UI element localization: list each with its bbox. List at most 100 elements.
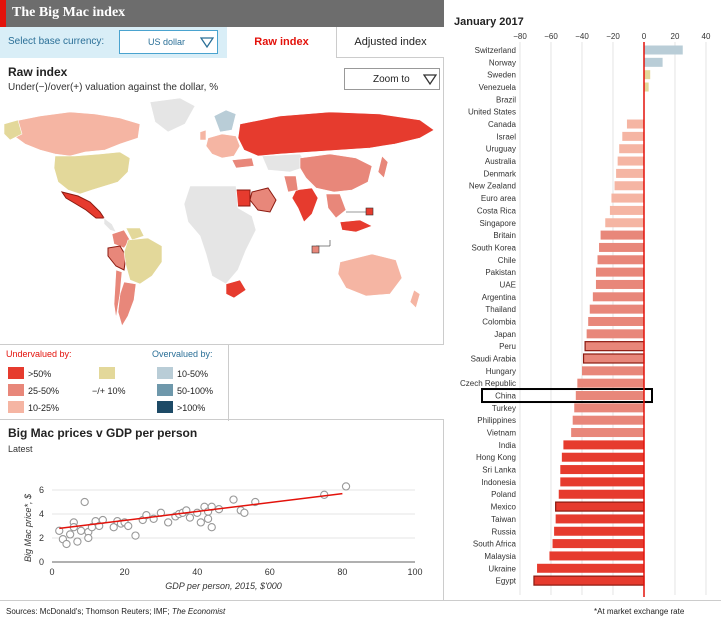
bar-argentina: [592, 292, 644, 302]
page-title: The Big Mac index: [12, 5, 126, 20]
scatter-panel: Big Mac prices v GDP per person Latest 0…: [0, 420, 444, 600]
map-region-egypt: [235, 189, 251, 207]
scatter-ytick-label: 6: [39, 485, 44, 495]
sources-economist: The Economist: [171, 607, 226, 616]
bar-xtick-label: −80: [513, 32, 527, 41]
legend: Undervalued by: Overvalued by: >50% 25-5…: [0, 344, 444, 421]
scatter-point: [164, 518, 173, 527]
bar-label-hungary: Hungary: [486, 367, 516, 376]
bar-australia: [617, 156, 644, 166]
legend-label-gt100: >100%: [177, 403, 206, 413]
bar-xtick-label: −20: [606, 32, 620, 41]
scatter-point: [73, 537, 82, 546]
scatter-point: [84, 533, 93, 543]
world-map[interactable]: [0, 94, 444, 344]
zoom-label: Zoom to: [373, 74, 410, 85]
scatter-xtick-label: 100: [407, 567, 422, 577]
scatter-point: [124, 521, 133, 531]
scatter-point: [109, 523, 118, 532]
map-region-europe: [205, 133, 241, 159]
scatter-xtick-label: 40: [192, 567, 202, 577]
bar-label-switzerland: Switzerland: [475, 46, 516, 55]
bar-label-brazil: Brazil: [496, 95, 516, 104]
bar-sweden: [644, 70, 651, 80]
bar-label-argentina: Argentina: [482, 293, 517, 302]
scatter-xtick-label: 20: [120, 567, 130, 577]
bar-label-euro-area: Euro area: [481, 194, 517, 203]
bar-colombia: [588, 316, 644, 326]
bar-label-turkey: Turkey: [492, 404, 516, 413]
bar-label-sweden: Sweden: [487, 71, 516, 80]
bar-israel: [622, 131, 644, 141]
zoom-select[interactable]: Zoom to: [344, 68, 440, 90]
bar-label-india: India: [499, 441, 517, 450]
legend-divider: [228, 345, 229, 421]
bar-label-south-korea: South Korea: [472, 243, 517, 252]
bar-britain: [600, 230, 644, 240]
bar-uae: [595, 279, 644, 289]
bar-canada: [626, 119, 644, 129]
scatter-ytick-label: 2: [39, 533, 44, 543]
scatter-point: [240, 508, 249, 517]
bar-label-japan: Japan: [494, 330, 516, 339]
tab-adjusted-index[interactable]: Adjusted index: [336, 27, 444, 58]
scatter-point: [229, 495, 238, 504]
legend-label-10-25: 10-25%: [28, 403, 60, 413]
legend-label-50-100: 50-100%: [177, 386, 214, 396]
bar-label-new-zealand: New Zealand: [469, 182, 516, 191]
scatter-ylabel: Big Mac price*, $: [23, 493, 33, 562]
tab-raw-index[interactable]: Raw index: [227, 27, 336, 58]
bar-switzerland: [644, 45, 683, 55]
bar-xtick-label: 40: [702, 32, 711, 41]
map-region-india: [291, 187, 319, 223]
map-region-mexico: [60, 191, 105, 219]
bar-label-malaysia: Malaysia: [484, 552, 516, 561]
bar-new-zealand: [614, 181, 644, 191]
bar-label-colombia: Colombia: [482, 317, 516, 326]
bar-philippines: [572, 415, 644, 425]
scatter-point: [341, 482, 351, 491]
bar-label-taiwan: Taiwan: [491, 515, 516, 524]
scatter-xlabel: GDP per person, 2015, $'000: [165, 581, 281, 591]
bar-label-vietnam: Vietnam: [487, 429, 517, 438]
bar-saudi-arabia: [582, 353, 645, 364]
bar-costa-rica: [609, 205, 644, 215]
legend-label-10-50: 10-50%: [177, 369, 209, 379]
sources: Sources: McDonald's; Thomson Reuters; IM…: [6, 607, 225, 616]
bar-chart: −80 −60 −40 −20 0 20 40 Switzerland Norway Sweden…: [460, 32, 711, 597]
base-currency-select[interactable]: US dollar: [119, 30, 218, 54]
scatter-trendline: [59, 492, 343, 530]
legend-swatch-10-50: [157, 367, 173, 379]
bar-south-africa: [552, 539, 644, 549]
scatter-subtitle: Latest: [8, 444, 33, 454]
scatter-point: [196, 518, 205, 527]
legend-swatch-50-100: [157, 384, 173, 396]
bar-egypt: [533, 575, 645, 586]
map-region-greenland: [149, 97, 196, 133]
bar-singapore: [605, 218, 644, 228]
bar-uruguay: [619, 144, 644, 154]
bar-chile: [597, 255, 644, 265]
base-currency-label: Select base currency:: [8, 36, 105, 47]
bar-label-saudi-arabia: Saudi Arabia: [471, 355, 517, 364]
legend-undervalued-head: Undervalued by:: [6, 349, 72, 359]
bar-xtick-label: 0: [642, 32, 647, 41]
chevron-down-icon: [423, 74, 437, 86]
scatter-point: [131, 531, 140, 540]
bar-label-philippines: Philippines: [477, 416, 516, 425]
legend-swatch-pm10: [99, 367, 115, 379]
bar-label-pakistan: Pakistan: [485, 268, 516, 277]
bar-thailand: [589, 304, 644, 314]
bar-indonesia: [560, 477, 644, 487]
footer: Sources: McDonald's; Thomson Reuters; IM…: [0, 600, 721, 622]
bar-south-korea: [599, 242, 644, 252]
bar-xtick-label: 20: [671, 32, 680, 41]
bar-turkey: [574, 403, 644, 413]
bar-peru: [584, 341, 645, 352]
map-title: Raw index: [8, 65, 68, 79]
bar-label-hong-kong: Hong Kong: [476, 453, 516, 462]
scatter-xtick-label: 0: [49, 567, 54, 577]
bar-hungary: [582, 366, 644, 376]
sources-prefix: Sources: McDonald's; Thomson Reuters; IM…: [6, 607, 172, 616]
